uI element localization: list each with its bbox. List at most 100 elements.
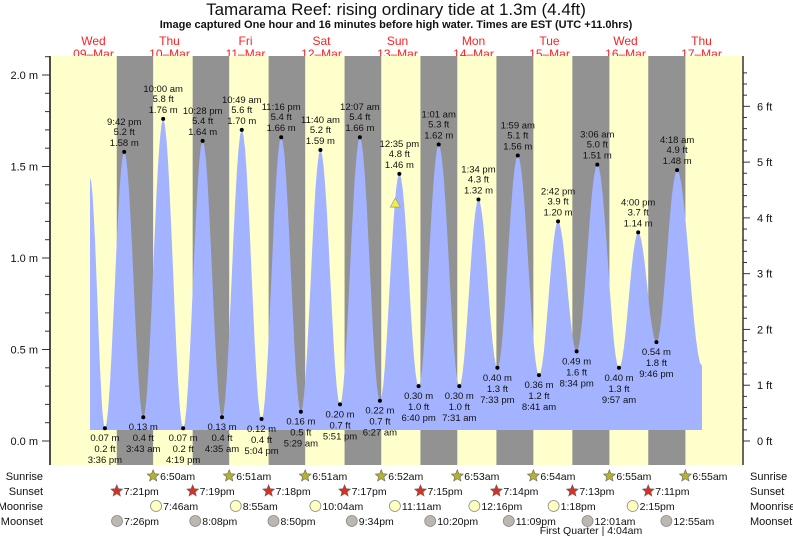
moonset-event: 10:20pm: [424, 515, 478, 528]
tide-point: [675, 168, 680, 173]
tide-point: [357, 135, 362, 140]
tide-time-label: 5:29 am: [284, 439, 318, 450]
moonset-row-label-right: Moonset: [750, 516, 792, 528]
sunrise-event: 6:52am: [374, 469, 424, 483]
sunset-event: 7:11pm: [641, 484, 690, 498]
moonset-time: 8:08pm: [202, 516, 237, 528]
axes: 0.0 m 0.5 m 1.0 m 1.5 m 2.0 m 0 ft 1 ft 2 ft 3 f…: [10, 56, 772, 465]
high-tide: 1:34 pm4.3 ft1.32 m: [461, 164, 496, 202]
moonset-circle-icon: [424, 515, 437, 527]
tide-point: [476, 197, 481, 202]
high-tide: 10:49 am5.6 ft1.70 m: [222, 95, 262, 132]
astronomy-rows: Sunrise Sunrise 6:50am 6:51am 6:51am 6:52am 6:…: [0, 469, 793, 537]
sunrise-time: 6:51am: [236, 471, 271, 483]
moonrise-event: 2:15pm: [626, 500, 675, 513]
tide-point: [200, 138, 205, 143]
tide-m-label: 1.48 m: [663, 156, 692, 167]
tide-m-label: 0.16 m: [286, 417, 315, 428]
low-tide: 0.30 m1.0 ft7:31 am: [442, 384, 477, 424]
tide-point: [318, 148, 323, 153]
tide-m-label: 1.59 m: [306, 136, 335, 147]
moonset-event: 12:55am: [660, 515, 715, 528]
tide-time-label: 5:51 pm: [323, 431, 357, 442]
moonset-event: 11:09pm: [502, 515, 556, 528]
high-tide: 1:01 am5.3 ft1.62 m: [422, 110, 456, 147]
tide-point: [397, 171, 402, 176]
sunrise-time: 6:54am: [540, 471, 575, 483]
day-name: Tue: [539, 34, 560, 48]
tide-time-label: 1:59 am: [501, 121, 535, 132]
right-tick-label: 5 ft: [757, 157, 772, 169]
sunrise-star-icon: [374, 469, 388, 482]
tide-m-label: 1.62 m: [424, 131, 453, 142]
sunrise-time: 6:53am: [464, 471, 499, 483]
high-tide: 4:18 am4.9 ft1.48 m: [660, 135, 694, 173]
tide-time-label: 6:40 pm: [401, 413, 435, 424]
left-tick-label: 0.5 m: [10, 345, 38, 357]
day-name: Sat: [312, 34, 331, 48]
moonset-row-label: Moonset: [1, 516, 43, 528]
sunset-star-icon: [641, 484, 655, 497]
moonrise-circle-icon: [389, 500, 401, 512]
tide-ft-label: 0.5 ft: [290, 428, 311, 439]
tide-point: [141, 415, 146, 420]
sunset-event: 7:13pm: [565, 484, 615, 498]
tide-time-label: 9:57 am: [602, 395, 636, 406]
tide-point: [595, 162, 600, 167]
tide-ft-label: 5.1 ft: [507, 131, 528, 142]
tide-time-label: 8:34 pm: [559, 378, 593, 389]
high-tide: 2:42 pm3.9 ft1.20 m: [541, 186, 575, 224]
tide-m-label: 0.13 m: [129, 422, 158, 433]
tide-point: [122, 149, 127, 154]
sunset-time: 7:21pm: [124, 486, 159, 498]
moonrise-event: 8:55am: [229, 500, 278, 513]
tide-point: [279, 135, 284, 140]
sunrise-event: 6:53am: [450, 469, 500, 483]
tide-ft-label: 4.3 ft: [468, 174, 489, 185]
day-name: Thu: [691, 34, 712, 48]
tide-m-label: 0.13 m: [207, 422, 236, 433]
moonset-circle-icon: [581, 515, 594, 527]
moonset-time: 10:20pm: [437, 516, 478, 528]
sunrise-star-icon: [602, 469, 617, 482]
tide-ft-label: 0.7 ft: [369, 417, 390, 428]
tide-time-label: 7:33 pm: [480, 395, 514, 406]
tide-point: [102, 426, 107, 431]
sunrise-time: 6:55am: [692, 471, 727, 483]
tide-ft-label: 5.4 ft: [271, 112, 292, 123]
sunset-star-icon: [413, 484, 428, 497]
sunrise-star-icon: [222, 469, 236, 482]
low-tide: 0.36 m1.2 ft8:41 am: [522, 373, 556, 413]
moonset-time: 8:50pm: [280, 516, 315, 528]
tide-time-label: 10:00 am: [143, 84, 183, 95]
tide-time-label: 4:35 am: [205, 444, 239, 455]
moonrise-time: 7:46am: [163, 501, 198, 513]
sunset-event: 7:14pm: [489, 484, 539, 498]
tide-m-label: 0.40 m: [483, 373, 512, 384]
low-tide: 0.20 m0.7 ft5:51 pm: [323, 402, 357, 442]
tide-area: [90, 118, 702, 431]
tide-point: [654, 340, 659, 345]
low-tide: 0.22 m0.7 ft6:27 am: [363, 398, 397, 439]
sunrise-row-label-right: Sunrise: [750, 471, 787, 483]
tide-ft-label: 5.3 ft: [428, 120, 449, 131]
tide-ft-label: 5.2 ft: [114, 127, 135, 138]
tide-point: [338, 402, 343, 407]
moonset-time: 12:01am: [595, 516, 636, 528]
tide-m-label: 1.66 m: [345, 123, 374, 134]
high-tide: 11:16 pm5.4 ft1.66 m: [262, 102, 301, 140]
current-tide-marker: [389, 197, 401, 208]
chart-title: Tamarama Reef: rising ordinary tide at 1…: [206, 0, 586, 19]
tide-point: [220, 415, 225, 420]
tide-m-label: 1.20 m: [544, 207, 573, 218]
tide-time-label: 11:40 am: [301, 115, 340, 126]
sunrise-star-icon: [678, 469, 693, 482]
sunset-time: 7:11pm: [655, 486, 689, 498]
tide-time-label: 3:36 pm: [88, 455, 122, 466]
tide-time-label: 9:46 pm: [639, 369, 673, 380]
left-tick-label: 0.0 m: [10, 436, 38, 448]
tide-m-label: 0.54 m: [642, 347, 671, 358]
sunset-star-icon: [565, 484, 579, 497]
tide-m-label: 1.46 m: [385, 160, 414, 171]
sunset-star-icon: [337, 484, 352, 497]
